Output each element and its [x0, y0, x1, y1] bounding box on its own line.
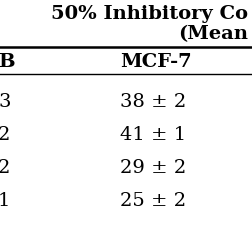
Text: 29 ± 2: 29 ± 2 [119, 158, 185, 176]
Text: 2: 2 [0, 125, 10, 143]
Text: MCF-7: MCF-7 [119, 53, 191, 71]
Text: 38 ± 2: 38 ± 2 [119, 93, 185, 111]
Text: 1: 1 [0, 191, 10, 209]
Text: (Mean: (Mean [177, 25, 247, 43]
Text: 25 ± 2: 25 ± 2 [119, 191, 185, 209]
Text: 50% Inhibitory Co: 50% Inhibitory Co [51, 5, 247, 23]
Text: 2: 2 [0, 158, 10, 176]
Text: 41 ± 1: 41 ± 1 [119, 125, 185, 143]
Text: B: B [0, 53, 15, 71]
Text: 3: 3 [0, 93, 11, 111]
